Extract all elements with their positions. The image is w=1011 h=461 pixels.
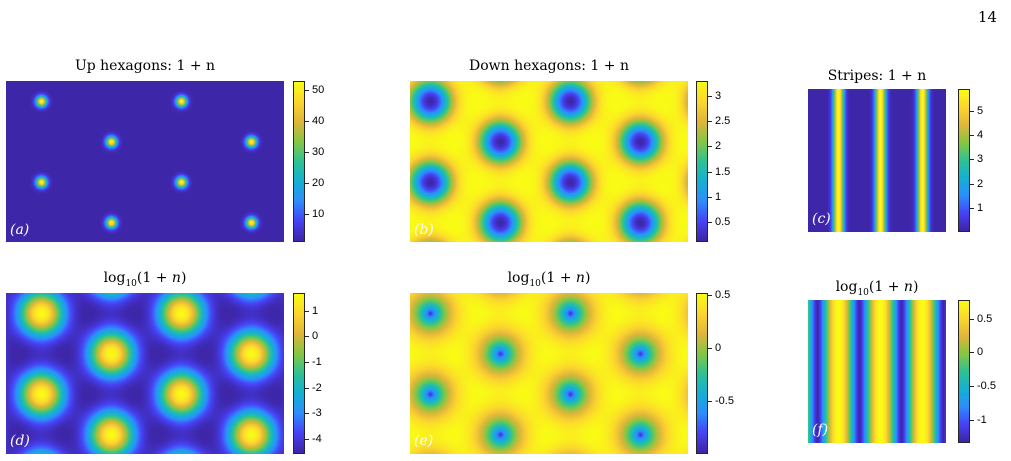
colorbar-tick-label: -4	[305, 432, 322, 445]
colorbar-tick-label: 0	[969, 346, 984, 359]
panel-c-colorbar	[958, 89, 970, 232]
colorbar-tick-label: -0.5	[708, 395, 734, 408]
panel-a-label: (a)	[10, 222, 30, 238]
colorbar-tick-label: 2	[969, 177, 984, 190]
colorbar-tick-label: 0.5	[707, 289, 731, 302]
colorbar-tick-label: 1	[707, 190, 722, 203]
panel-b-colorbar	[696, 81, 708, 242]
colorbar-tick-label: 20	[304, 176, 325, 189]
page-number: 14	[977, 8, 997, 26]
colorbar-tick-label: 2.5	[707, 115, 731, 128]
colorbar-tick-label: 1	[304, 304, 319, 317]
panel-c-title: Stripes: 1 + n	[827, 68, 927, 84]
panel-b-heatmap	[410, 81, 688, 242]
colorbar-tick-label: -3	[305, 407, 322, 420]
panel-b-label: (b)	[414, 222, 434, 238]
colorbar-tick-label: -1	[305, 356, 322, 368]
panel-a-colorbar	[293, 81, 305, 242]
panel-e-label: (e)	[414, 433, 434, 449]
colorbar-tick-label: 50	[304, 84, 325, 97]
colorbar-tick-label: 1	[969, 201, 984, 214]
panel-c-label: (c)	[812, 211, 831, 227]
colorbar-tick-label: 2	[707, 140, 722, 153]
colorbar-tick-label: 0.5	[969, 312, 993, 325]
panel-f-colorbar	[958, 300, 970, 443]
colorbar-tick-label: 4	[969, 129, 984, 142]
colorbar-tick-label: 5	[969, 104, 984, 117]
colorbar-tick-label: 0.5	[707, 215, 731, 228]
panel-f-heatmap	[808, 300, 946, 443]
panel-f-title: log10(1 + n)	[835, 279, 919, 298]
colorbar-tick-label: -1	[970, 413, 987, 426]
colorbar-tick-label: 30	[304, 145, 325, 158]
panel-d-label: (d)	[10, 433, 30, 449]
panel-d-colorbar	[293, 293, 305, 454]
panel-a-heatmap	[6, 81, 284, 242]
panel-a-title: Up hexagons: 1 + n	[74, 58, 216, 74]
colorbar-tick-label: 0	[707, 342, 722, 355]
colorbar-tick-label: 3	[707, 90, 722, 103]
panel-e-heatmap	[410, 293, 688, 454]
colorbar-tick-label: -0.5	[970, 379, 996, 392]
panel-e-colorbar	[696, 293, 708, 454]
panel-e-title: log10(1 + n)	[507, 270, 591, 289]
panel-d-heatmap	[6, 293, 284, 454]
colorbar-tick-label: 10	[304, 207, 325, 220]
panel-c-heatmap	[808, 89, 946, 232]
panel-f-label: (f)	[812, 422, 829, 438]
colorbar-tick-label: 0	[304, 330, 319, 343]
colorbar-tick-label: -2	[305, 381, 322, 394]
colorbar-tick-label: 40	[304, 115, 325, 128]
colorbar-tick-label: 3	[969, 153, 984, 166]
panel-d-title: log10(1 + n)	[103, 270, 187, 289]
colorbar-tick-label: 1.5	[707, 165, 731, 178]
panel-b-title: Down hexagons: 1 + n	[469, 58, 629, 74]
